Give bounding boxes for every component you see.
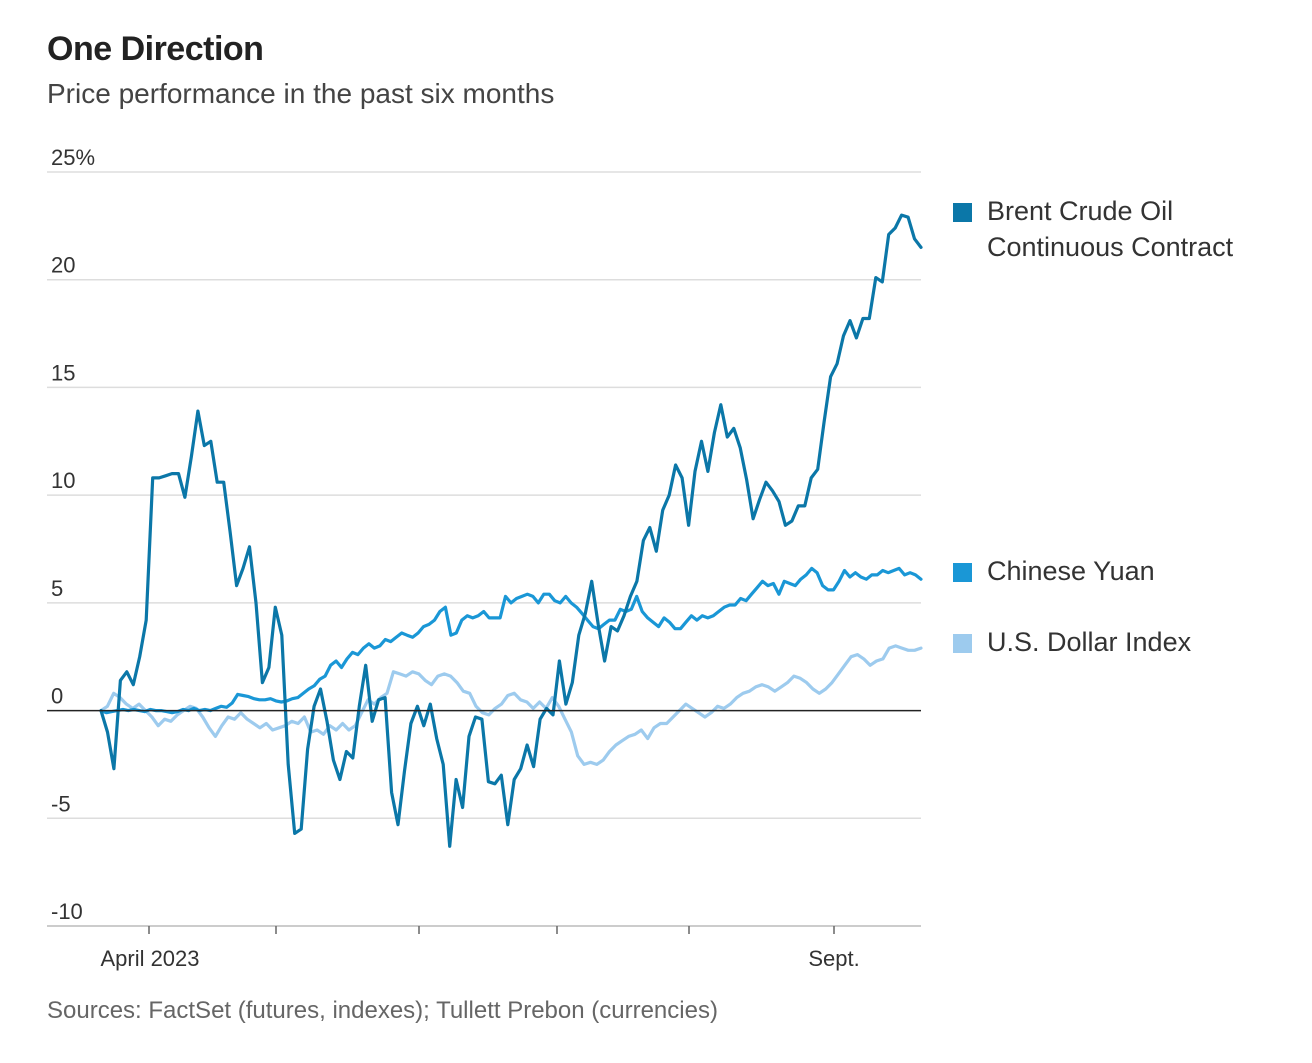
y-tick-label: 15 [51, 360, 75, 385]
legend-label: Brent Crude Oil [987, 196, 1173, 226]
legend-label: Chinese Yuan [987, 556, 1155, 586]
y-tick-label: 25% [51, 145, 95, 170]
legend-label: U.S. Dollar Index [987, 627, 1192, 657]
y-tick-label: 20 [51, 253, 75, 278]
legend-label: Continuous Contract [987, 232, 1234, 262]
y-tick-label: 0 [51, 684, 63, 709]
x-tick-label: April 2023 [100, 946, 199, 971]
series-line [99, 644, 923, 767]
line-chart: 25% 20 15 10 5 0 -5 -10 April 2023 Sept. Brent Cru… [47, 145, 1234, 971]
y-tick-label: -10 [51, 899, 83, 924]
chart-subtitle: Price performance in the past six months [47, 78, 555, 109]
series-line [99, 566, 923, 715]
legend-swatch [953, 563, 972, 582]
x-tick-label: Sept. [808, 946, 859, 971]
y-tick-label: -5 [51, 791, 71, 816]
legend-swatch [953, 634, 972, 653]
y-tick-label: 10 [51, 468, 75, 493]
source-note: Sources: FactSet (futures, indexes); Tul… [47, 997, 718, 1024]
series-line [99, 213, 923, 848]
y-tick-label: 5 [51, 576, 63, 601]
chart-title: One Direction [47, 30, 264, 68]
legend-swatch [953, 203, 972, 222]
